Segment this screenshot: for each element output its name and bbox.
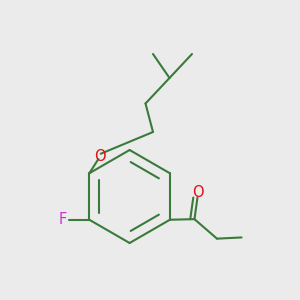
Text: O: O xyxy=(94,149,106,164)
Text: O: O xyxy=(192,184,203,200)
Text: F: F xyxy=(58,212,67,227)
